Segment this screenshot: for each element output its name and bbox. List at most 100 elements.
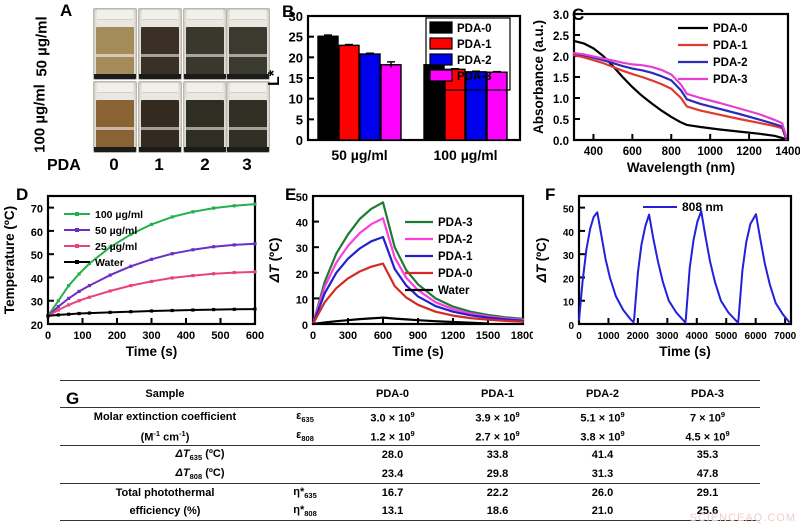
cuvette-base [139,147,181,152]
cuvette-cap [142,10,178,20]
svgD-legend-label: 25 µg/ml [95,241,137,253]
panel-a: A 50 µg/ml 100 µg/ml PDA 0 1 2 3 [0,0,270,182]
panel-d-chart: 0 100 200 300 400 500 600 20 30 40 50 60 70 Time (s) T… [2,194,264,359]
cuvette-cap [187,10,223,20]
panel-b-ytick: 10 [289,92,303,107]
svgD-legend-label: 50 µg/ml [95,225,137,237]
table-cell: 22.2 [486,486,509,499]
svgE-series [311,217,525,326]
panel-b-ytick: 0 [296,133,303,148]
cuvette-liquid [229,100,267,148]
panel-d-label: D [16,185,29,204]
panel-g-table: Sample PDA-0 PDA-1 PDA-2 PDA-3 Molar extincti… [60,380,760,521]
svgE-xtick: 600 [374,330,392,342]
table-header-cell: PDA-0 [375,388,409,400]
svgE-ytick: 20 [296,269,308,281]
table-cell: 3.9 × 109 [475,410,520,425]
svgD-xtick: 400 [177,330,195,342]
table-cell: 29.8 [486,467,509,480]
svgE-series [311,262,525,326]
cuvette-cap [230,10,266,20]
svgD-xtick: 300 [142,330,160,342]
svgD-legend-label: 100 µg/ml [95,209,143,221]
panel-b-legend-label: PDA-1 [457,39,492,51]
cuvette-base [94,74,136,79]
svgE-ytick: 40 [296,218,308,230]
svgE-ylabel: ΔT (ºC) [267,238,282,284]
panel-b-legend-swatch [429,53,453,66]
table-cell: 35.3 [696,449,719,462]
svgE-series [311,235,525,326]
panel-a-col-label-2: 2 [200,155,210,174]
svgC-legend-label: PDA-0 [713,23,748,35]
panel-c-label: C [572,5,585,24]
svgE-ytick: 50 [296,192,308,204]
panel-a-col-label-1: 1 [154,155,164,174]
panel-e-label: E [285,185,297,204]
svgE-legend-label: Water [438,285,470,297]
svgF-ytick: 20 [563,274,575,285]
panel-b-bar [338,44,360,141]
table-row-label: ΔT635 (ºC) [175,448,225,463]
panel-b-legend-swatch [429,37,453,50]
svgD-xtick: 0 [45,330,51,342]
table-row-label: ΔT808 (ºC) [175,466,225,481]
cuvette-pda-1-row-1 [138,81,182,153]
table-row-label: Total photothermal [115,486,215,499]
svgE-xtick: 300 [339,330,357,342]
cuvette-meniscus [96,127,134,130]
svgE-ytick: 30 [296,243,308,255]
panel-a-label: A [60,1,73,20]
panel-b-label: B [282,2,295,21]
cuvette-base [94,147,136,152]
svgE-legend-label: PDA-1 [438,251,473,263]
panel-e-chart: 0 300 600 900 1200 1500 1800 0 10 20 30 40 50 Time (s… [267,192,533,359]
table-row-label: (M-1 cm-1) [140,428,190,444]
panel-b-legend-label: PDA-2 [457,55,492,67]
table-cell: 2.7 × 109 [475,428,520,444]
panel-f-chart: 0 1000 2000 3000 4000 5000 6000 7000 0 10 20 30 40 50… [534,194,797,359]
svgE-xtick: 1500 [476,330,500,342]
cuvette-liquid [96,100,134,148]
cuvette-pda-3-row-0 [226,8,270,80]
table-row-symbol: ε635 [296,410,314,425]
svgE-legend-label: PDA-0 [438,268,473,280]
panel-b-ytick: 30 [289,9,303,24]
cuvette-meniscus [229,127,267,130]
svgF-xtick: 0 [576,331,582,342]
table-header-cell: PDA-2 [585,388,619,400]
panel-b-bar [359,53,381,141]
svgF-ytick: 40 [563,228,575,239]
cuvette-base [184,74,226,79]
svgC-xtick: 1200 [736,146,762,158]
table-cell: 41.4 [591,449,614,462]
table-row-label: efficiency (%) [129,504,201,517]
svgC-xtick: 800 [662,146,681,158]
cuvette-liquid [141,27,179,75]
cuvette-cap [142,83,178,93]
svgD-ytick: 50 [31,250,43,262]
cuvette-liquid [96,27,134,75]
svgC-legend-label: PDA-1 [713,40,748,52]
svgF-xtick: 5000 [715,331,738,342]
svgF-xlabel: Time (s) [659,344,711,359]
panel-e: E 0 300 600 900 1200 1500 1800 0 10 20 30 40 50 Time … [265,182,533,370]
table-row-symbol: η*808 [293,503,317,519]
table-row: ΔT808 (ºC) 23.4 29.8 31.3 47.8 [60,465,760,484]
svgF-xtick: 6000 [745,331,768,342]
svgE-series [311,201,525,326]
panel-b-legend-swatch [429,21,453,34]
svgE-xtick: 900 [409,330,427,342]
table-header-cell: PDA-3 [690,388,724,400]
svgE-xtick: 0 [310,330,316,342]
panel-b-ytick: 15 [289,71,303,86]
svgF-xtick: 7000 [774,331,797,342]
panel-b-legend-label: PDA-0 [457,23,492,35]
svgF-xtick: 2000 [627,331,650,342]
svgC-series [572,52,788,138]
panel-b-legend-swatch [429,69,453,82]
svgC-xtick: 1400 [775,146,800,158]
cuvette-pda-2-row-1 [183,81,227,153]
svgD-ylabel: Temperature (ºC) [2,206,17,314]
cuvette-pda-2-row-0 [183,8,227,80]
